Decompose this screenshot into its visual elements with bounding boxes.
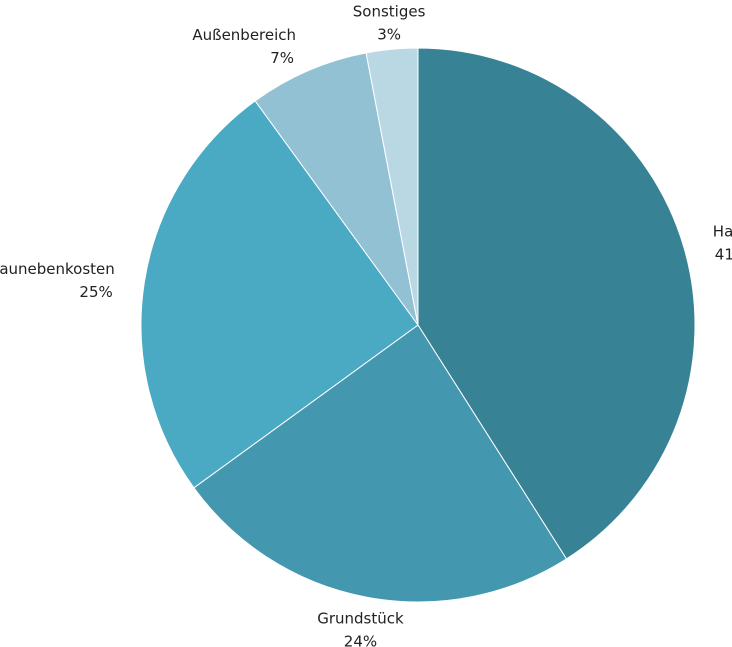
pie-slice-sonstiges	[365, 47, 419, 326]
slice-label-haus: Haus	[713, 222, 732, 240]
pie-slices	[140, 47, 696, 603]
slice-percent-baunebenkosten: 25%	[79, 283, 112, 301]
pie-slice-grundstueck	[193, 324, 568, 603]
slice-percent-aussenbereich: 7%	[270, 49, 294, 67]
slice-label-sonstiges: Sonstiges	[353, 2, 426, 20]
slice-label-grundstueck: Grundstück	[317, 610, 404, 628]
slice-percent-grundstueck: 24%	[344, 633, 377, 647]
pie-slice-haus	[417, 47, 696, 560]
slice-percent-haus: 41%	[715, 245, 732, 263]
pie-slice-baunebenkosten	[140, 100, 419, 489]
slice-label-baunebenkosten: Baunebenkosten	[0, 260, 115, 278]
slice-label-aussenbereich: Außenbereich	[192, 26, 296, 44]
slice-percent-sonstiges: 3%	[377, 25, 401, 43]
pie-slice-aussenbereich	[254, 52, 419, 326]
